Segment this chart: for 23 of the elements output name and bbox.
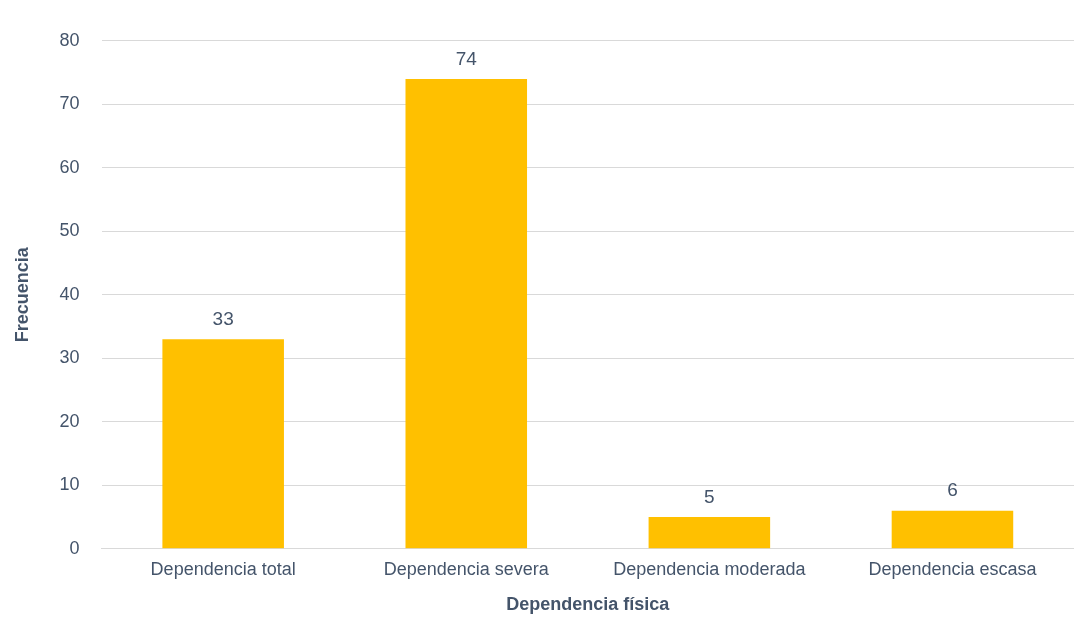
data-label: 33 xyxy=(212,307,234,329)
y-tick-label: 20 xyxy=(59,410,80,431)
y-tick-label: 50 xyxy=(59,220,80,241)
bar xyxy=(648,517,771,549)
y-tick-label: 60 xyxy=(59,156,80,177)
x-axis-title: Dependencia física xyxy=(506,594,671,615)
y-tick-label: 0 xyxy=(69,537,80,558)
data-label: 74 xyxy=(455,47,478,69)
y-tick-label: 40 xyxy=(59,283,80,304)
data-label: 5 xyxy=(704,485,715,507)
y-tick-label: 30 xyxy=(59,347,80,368)
bar xyxy=(162,339,284,549)
data-label: 6 xyxy=(947,479,958,501)
bar xyxy=(405,78,528,549)
y-tick-label: 70 xyxy=(59,93,80,114)
y-tick-label: 80 xyxy=(59,29,80,50)
y-axis-title: Frecuencia xyxy=(11,246,32,343)
x-tick-label: Dependencia total xyxy=(150,558,296,579)
y-tick-label: 10 xyxy=(59,474,80,495)
x-tick-label: Dependencia severa xyxy=(383,558,550,579)
bar xyxy=(891,510,1014,549)
x-tick-label: Dependencia moderada xyxy=(613,558,807,579)
x-tick-label: Dependencia escasa xyxy=(868,558,1038,579)
